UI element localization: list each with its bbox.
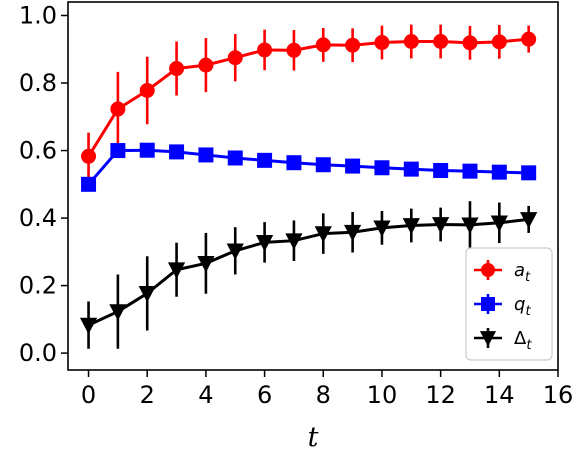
y-tick-label: 0.0: [19, 339, 57, 367]
x-tick-label: 14: [484, 381, 515, 409]
data-point: [169, 61, 185, 77]
data-point: [257, 42, 273, 58]
data-point: [521, 31, 537, 47]
data-point: [109, 304, 127, 321]
data-point: [520, 212, 538, 229]
data-point: [521, 165, 537, 181]
data-point: [257, 152, 273, 168]
data-point: [403, 34, 419, 50]
data-point: [461, 217, 479, 234]
data-point: [227, 50, 243, 66]
data-point: [315, 37, 331, 53]
axis-ticks: 0 2 4 6 8 10 12 14 16 0.0 0.2 0.4 0.6 0.8 1.0: [19, 2, 573, 409]
data-point: [198, 147, 214, 163]
data-point: [402, 218, 420, 235]
legend-item: at: [474, 260, 531, 285]
series-2: [79, 201, 538, 349]
data-point: [139, 82, 155, 98]
series-0: [81, 24, 537, 180]
x-axis-label: t: [308, 422, 319, 453]
y-tick-label: 0.6: [19, 137, 57, 165]
data-point: [110, 143, 126, 159]
legend-item: Δt: [474, 328, 532, 353]
legend-label: Δt: [514, 328, 532, 353]
data-point: [285, 233, 303, 250]
series-1: [81, 142, 537, 192]
data-point: [374, 35, 390, 51]
data-point: [490, 215, 508, 232]
data-point: [255, 235, 274, 252]
plot-area: [79, 24, 538, 349]
x-tick-label: 0: [81, 381, 96, 409]
data-point: [227, 150, 243, 166]
data-point: [198, 57, 214, 73]
x-tick-label: 4: [198, 381, 213, 409]
data-point: [314, 226, 332, 243]
data-point: [286, 155, 302, 171]
data-point: [197, 255, 215, 273]
data-point: [315, 157, 331, 173]
data-point: [139, 142, 155, 158]
y-tick-label: 1.0: [19, 2, 57, 30]
data-point: [343, 224, 362, 242]
data-point: [432, 217, 450, 234]
data-point: [169, 144, 185, 160]
x-tick-label: 2: [140, 381, 155, 409]
x-tick-label: 16: [543, 381, 574, 409]
legend-label: at: [514, 260, 531, 285]
x-tick-label: 8: [316, 381, 331, 409]
x-tick-label: 10: [367, 381, 398, 409]
series-line: [87, 37, 529, 158]
data-point: [373, 220, 391, 237]
data-point: [462, 163, 478, 179]
legend-marker: [481, 263, 495, 277]
data-point: [81, 176, 97, 192]
legend-item: qt: [474, 294, 531, 319]
series-line: [87, 217, 529, 327]
x-tick-label: 12: [425, 381, 456, 409]
data-point: [491, 164, 507, 180]
series-line: [87, 148, 529, 186]
legend: at qt Δt: [465, 247, 553, 361]
data-point: [433, 34, 449, 50]
data-point: [167, 262, 186, 279]
data-point: [81, 148, 97, 164]
x-tick-label: 6: [257, 381, 272, 409]
data-point: [226, 243, 244, 260]
y-tick-label: 0.4: [19, 204, 57, 232]
legend-marker: [479, 331, 497, 347]
y-tick-label: 0.8: [19, 69, 57, 97]
data-point: [79, 317, 98, 335]
data-point: [138, 286, 156, 303]
y-tick-label: 0.2: [19, 272, 57, 300]
data-point: [491, 34, 507, 50]
legend-marker: [481, 297, 495, 311]
data-point: [462, 35, 478, 51]
data-point: [433, 162, 449, 178]
data-point: [345, 37, 361, 53]
legend-label: qt: [514, 294, 531, 319]
data-point: [286, 42, 302, 58]
data-point: [345, 158, 361, 174]
data-point: [110, 101, 126, 117]
data-point: [374, 160, 390, 176]
axes-frame: [67, 1, 559, 371]
data-point: [403, 161, 419, 177]
